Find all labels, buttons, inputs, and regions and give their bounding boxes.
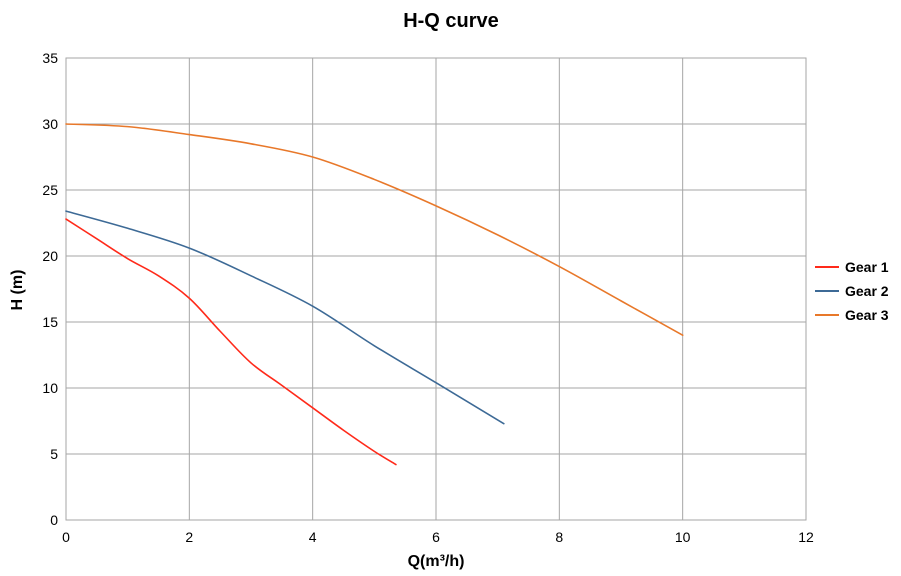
x-tick-label: 10 — [675, 529, 691, 545]
x-tick-label: 6 — [432, 529, 440, 545]
tick-labels: 0 2 4 6 8 10 12 0 5 10 15 20 25 30 35 — [42, 50, 814, 545]
y-tick-label: 20 — [42, 248, 58, 264]
x-tick-label: 8 — [555, 529, 563, 545]
y-tick-label: 15 — [42, 314, 58, 330]
series-line-gear-2 — [65, 210, 505, 425]
y-tick-label: 35 — [42, 50, 58, 66]
x-tick-label: 12 — [798, 529, 814, 545]
x-tick-label: 4 — [309, 529, 317, 545]
legend: Gear 1 Gear 2 Gear 3 — [815, 259, 889, 323]
grid — [65, 57, 807, 521]
legend-label-gear-2: Gear 2 — [845, 283, 889, 299]
y-tick-label: 0 — [50, 512, 58, 528]
x-tick-label: 2 — [185, 529, 193, 545]
x-tick-label: 0 — [62, 529, 70, 545]
series-line-gear-3 — [65, 123, 684, 336]
plot-area — [65, 57, 807, 521]
y-tick-label: 5 — [50, 446, 58, 462]
series-line-gear-1 — [65, 218, 397, 466]
y-tick-label: 25 — [42, 182, 58, 198]
x-axis-label: Q(m³/h) — [408, 553, 465, 570]
y-tick-label: 10 — [42, 380, 58, 396]
legend-label-gear-3: Gear 3 — [845, 307, 889, 323]
y-tick-label: 30 — [42, 116, 58, 132]
legend-label-gear-1: Gear 1 — [845, 259, 889, 275]
y-axis-label: H (m) — [9, 270, 26, 311]
series-lines — [65, 123, 684, 466]
chart-title: H-Q curve — [403, 10, 499, 32]
